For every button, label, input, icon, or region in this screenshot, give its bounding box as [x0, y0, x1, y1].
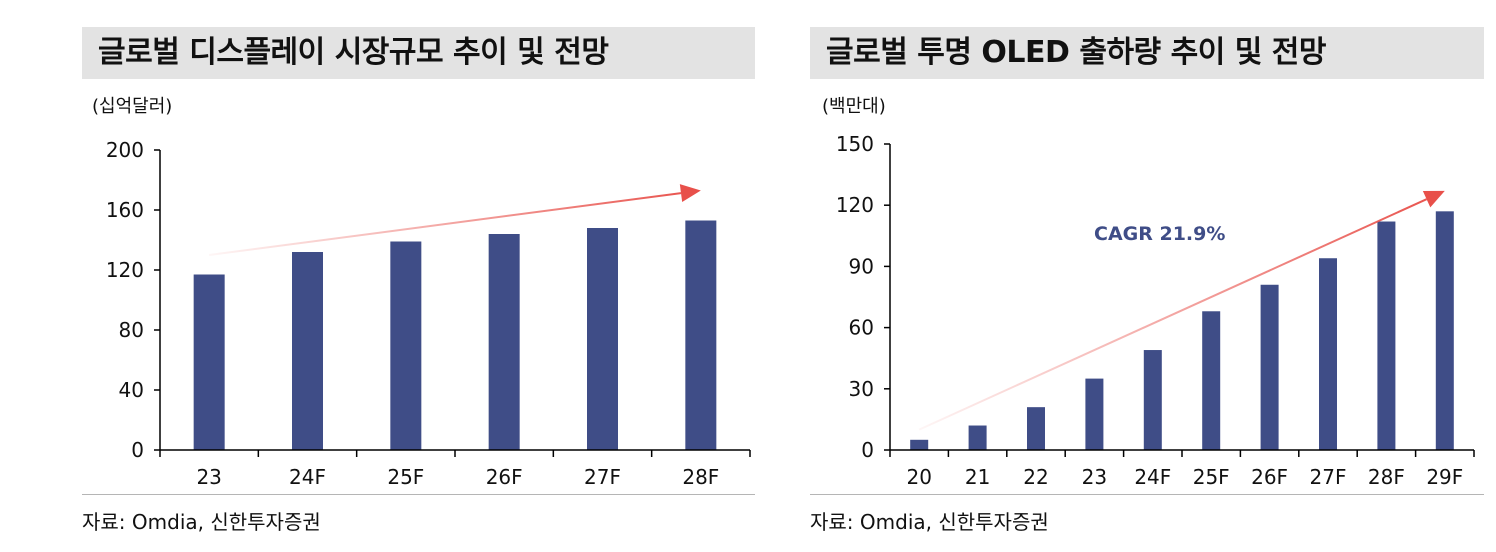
- y-tick-label: 60: [849, 316, 874, 340]
- y-tick-label: 120: [836, 193, 874, 217]
- bar-27F: [1319, 258, 1337, 450]
- y-tick-label: 120: [106, 258, 144, 282]
- bar-24F: [1143, 350, 1162, 450]
- bar-23: [193, 274, 225, 450]
- bar-22: [1027, 407, 1045, 450]
- x-tick-label: 21: [965, 465, 990, 489]
- x-tick-label: 24F: [289, 465, 326, 489]
- bar-23: [1085, 378, 1104, 450]
- y-tick-label: 0: [131, 438, 144, 462]
- x-tick-label: 25F: [387, 465, 424, 489]
- x-tick-label: 29F: [1426, 465, 1463, 489]
- cagr-annotation: CAGR 21.9%: [1094, 223, 1226, 245]
- bar-27F: [587, 228, 618, 450]
- chart-panel-transparent-oled: 글로벌 투명 OLED 출하량 추이 및 전망 (백만대) 0 30 60 90 120…: [800, 0, 1496, 552]
- x-tick-label: 26F: [486, 465, 523, 489]
- y-tick-label: 150: [836, 132, 874, 156]
- x-tick-label: 23: [196, 465, 221, 489]
- y-tick-label: 160: [106, 198, 144, 222]
- trend-arrow-head: [1422, 190, 1445, 208]
- trend-arrow-line: [918, 198, 1428, 431]
- chart-panel-display-market: 글로벌 디스플레이 시장규모 추이 및 전망 (십억달러) 0 40 80 120 16…: [82, 27, 755, 534]
- source-note: 자료: Omdia, 신한투자증권: [82, 510, 321, 534]
- bar-21: [968, 425, 987, 450]
- x-tick-label: 20: [906, 465, 931, 489]
- bar-26F: [1260, 284, 1279, 450]
- x-tick-label: 25F: [1193, 465, 1230, 489]
- y-axis-unit-label: (십억달러): [92, 96, 173, 117]
- y-axis-unit-label: (백만대): [822, 96, 886, 117]
- trend-arrow-line: [209, 192, 682, 256]
- chart-title-bar: 글로벌 투명 OLED 출하량 추이 및 전망: [810, 27, 1484, 79]
- x-tick-label: 23: [1082, 465, 1107, 489]
- footer-divider: [810, 494, 1484, 495]
- y-tick-label: 30: [849, 377, 874, 401]
- footer-divider: [82, 494, 755, 495]
- x-tick-label: 26F: [1251, 465, 1288, 489]
- chart-title: 글로벌 투명 OLED 출하량 추이 및 전망: [826, 35, 1326, 70]
- y-tick-label: 200: [106, 138, 144, 162]
- bar-chart-transparent-oled: 0 30 60 90 120 150 20 21 22 23 24F 25F 26F 27F 28F 29F: [836, 132, 1475, 489]
- y-tick-label: 80: [119, 318, 144, 342]
- y-tick-label: 90: [849, 254, 874, 278]
- bar-chart-display-market: 0 40 80 120 160 200 23 24F 25F 26F 27F 28F: [106, 138, 751, 489]
- source-note: 자료: Omdia, 신한투자증권: [810, 510, 1049, 534]
- x-tick-label: 22: [1023, 465, 1048, 489]
- chart-title: 글로벌 디스플레이 시장규모 추이 및 전망: [98, 35, 609, 70]
- bar-25F: [390, 241, 422, 450]
- bar-29F: [1435, 211, 1454, 450]
- bar-24F: [292, 252, 323, 450]
- x-tick-label: 28F: [1368, 465, 1405, 489]
- trend-arrow-head: [679, 184, 701, 203]
- bar-26F: [488, 234, 520, 450]
- chart-title-bar: 글로벌 디스플레이 시장규모 추이 및 전망: [82, 27, 755, 79]
- x-tick-label: 24F: [1134, 465, 1171, 489]
- x-tick-label: 27F: [584, 465, 621, 489]
- y-tick-label: 40: [119, 378, 144, 402]
- bar-20: [910, 439, 929, 450]
- bar-28F: [1377, 221, 1396, 450]
- bar-25F: [1202, 311, 1221, 450]
- bar-28F: [685, 220, 717, 450]
- y-tick-label: 0: [861, 438, 874, 462]
- x-tick-label: 27F: [1310, 465, 1347, 489]
- x-tick-label: 28F: [682, 465, 719, 489]
